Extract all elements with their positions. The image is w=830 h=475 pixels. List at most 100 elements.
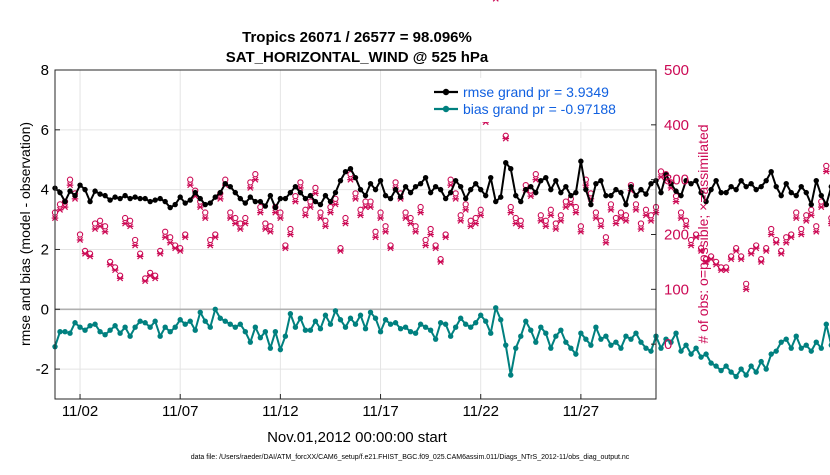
obs-assimilated-marker [166,239,174,246]
obs-possible-marker [507,203,514,211]
rmse-point [302,195,309,202]
bias-point [387,321,394,327]
bias-point [417,321,424,327]
obs-possible-marker [96,217,104,224]
bias-point [177,317,183,323]
obs-assimilated-marker [457,217,464,224]
rmse-point [668,180,674,187]
rmse-point [87,198,93,205]
bias-point [337,317,344,323]
obs-possible-marker [187,176,194,183]
bias-point [167,329,173,335]
bias-point [102,331,108,338]
rmse-point [387,195,394,202]
obs-assimilated-marker [747,250,755,257]
obs-assimilated-marker [557,217,565,224]
obs-assimilated-marker [226,215,234,222]
bias-point [793,333,799,339]
rmse-point [743,183,749,190]
obs-possible-marker [382,223,389,230]
bias-point [412,330,419,336]
obs-assimilated-marker [422,242,429,249]
rmse-point [92,188,98,194]
bias-point [568,345,574,351]
obs-possible-marker [202,209,209,216]
chart-title-line2: SAT_HORIZONTAL_WIND @ 525 hPa [226,49,489,66]
rmse-point [723,189,729,196]
rmse-point [563,183,569,190]
rmse-point [803,189,809,196]
bias-point [447,333,454,339]
rmse-point [372,186,379,193]
bias-point [688,351,694,357]
rmse-point [543,174,549,181]
obs-assimilated-marker [512,220,520,227]
obs-possible-marker [477,206,484,213]
bias-point [442,321,449,327]
obs-assimilated-marker [126,223,134,230]
rmse-point [437,186,444,193]
obs-assimilated-marker [502,135,510,142]
obs-assimilated-marker [206,242,214,249]
obs-assimilated-marker [287,231,294,238]
rmse-point [327,198,334,205]
bias-point [478,312,484,318]
rmse-point [427,189,434,196]
rmse-point [62,198,68,205]
obs-assimilated-marker [342,220,349,227]
rmse-point [137,195,143,202]
obs-possible-marker [422,236,429,244]
bias-point [287,311,294,317]
rmse-point [643,191,649,197]
obs-assimilated-marker [642,212,650,219]
obs-assimilated-marker [387,245,394,252]
obs-assimilated-marker [161,234,169,241]
obs-assimilated-marker [81,250,89,257]
rmse-point [217,189,223,196]
obs-assimilated-marker [61,204,69,211]
bias-point [277,346,284,353]
rmse-point [282,195,289,202]
obs-assimilated-marker [547,212,555,219]
y-left-tick-label: 2 [41,241,49,258]
obs-assimilated-marker [452,195,459,202]
bias-point [182,321,188,327]
rmse-point [207,200,213,206]
obs-assimilated-marker [357,212,364,219]
bias-point [252,324,259,330]
rmse-point [628,183,634,190]
bias-point [658,345,664,351]
obs-assimilated-marker [337,247,344,254]
bias-point [633,330,639,336]
bias-point [107,327,113,333]
bias-point [262,329,269,335]
bias-point [402,324,409,330]
data-file-footer: data file: /Users/raeder/DAI/ATM_forcXX/… [191,454,630,461]
rmse-point [573,189,579,196]
rmse-point [417,180,424,187]
y-axis-left: -2 0 2 4 6 8 [36,62,60,378]
bias-point [62,329,68,335]
obs-assimilated-marker [211,234,219,241]
obs-assimilated-marker [597,223,605,230]
bias-line [54,306,830,378]
y-axis-right: 0 100 200 300 400 500 [651,62,689,353]
bias-point [292,324,299,330]
obs-assimilated-marker [612,220,620,227]
bias-point [678,348,684,354]
rmse-point [277,195,284,202]
rmse-point [382,192,389,199]
obs-possible-marker [372,228,379,235]
rmse-point [658,189,664,196]
obs-assimilated-marker [467,223,474,230]
rmse-point [683,177,689,184]
bias-point [92,321,98,327]
rmse-point [518,198,524,205]
obs-assimilated-marker [472,220,479,227]
obs-possible-marker [532,171,539,178]
obs-assimilated-marker [186,182,194,189]
obs-assimilated-marker [307,204,314,211]
bias-point [803,342,809,348]
rmse-point [823,201,829,208]
obs-possible-marker [743,280,750,287]
